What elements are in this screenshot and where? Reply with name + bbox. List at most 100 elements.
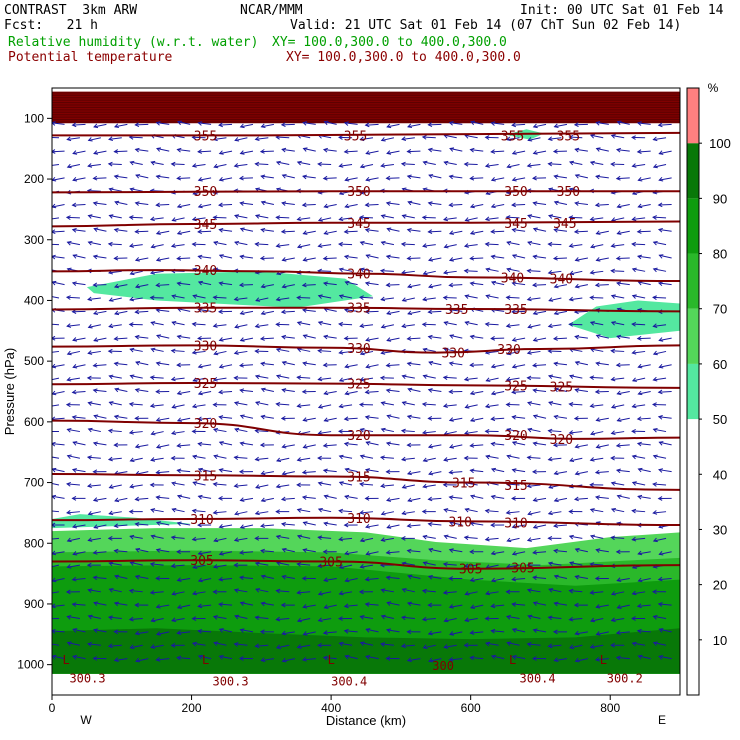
wind-arrow-head <box>527 137 533 142</box>
wind-arrow-head <box>275 588 281 594</box>
wind-arrow-head <box>46 509 50 513</box>
wind-arrow <box>192 217 206 221</box>
wind-arrow <box>150 404 164 407</box>
wind-arrow <box>611 350 625 352</box>
wind-arrow <box>653 511 667 514</box>
wind-arrow-head <box>114 497 120 503</box>
wind-arrow-head <box>379 268 385 274</box>
wind-arrow-head <box>128 430 134 435</box>
colorbar-unit: % <box>708 81 719 95</box>
wind-arrow <box>465 591 478 595</box>
wind-arrow <box>135 631 149 635</box>
wind-arrow-head <box>197 363 203 369</box>
wind-arrow-head <box>511 389 517 395</box>
wind-arrow <box>596 604 609 608</box>
wind-arrow <box>423 484 436 488</box>
wind-arrow-head <box>506 350 512 356</box>
wind-arrow-head <box>401 323 407 329</box>
y-tick-label: 100 <box>24 111 44 125</box>
wind-arrow-head <box>108 297 114 302</box>
wind-arrow <box>549 297 562 302</box>
wind-arrow <box>491 630 505 633</box>
wind-arrow <box>297 618 311 622</box>
wind-arrow <box>386 255 400 259</box>
wind-arrow-head <box>191 349 197 355</box>
wind-arrow-head <box>526 296 532 302</box>
wind-arrow <box>109 511 122 515</box>
wind-arrow <box>318 270 332 272</box>
wind-arrow-head <box>506 163 512 169</box>
wind-arrow-head <box>443 644 449 649</box>
wind-arrow-head <box>407 387 413 393</box>
wind-arrow-head <box>338 241 343 247</box>
wind-arrow-head <box>568 588 574 594</box>
wind-arrow <box>67 428 80 433</box>
wind-arrow <box>554 415 568 419</box>
wind-arrow <box>470 391 484 395</box>
wind-arrow <box>156 204 170 206</box>
wind-arrow-head <box>150 347 156 353</box>
wind-arrow <box>637 150 651 153</box>
wind-arrow-head <box>485 377 491 382</box>
wind-arrow <box>366 441 379 446</box>
wind-arrow <box>282 658 295 662</box>
wind-arrow-head <box>46 617 50 621</box>
wind-arrow-head <box>47 378 51 382</box>
wind-arrow-head <box>296 216 302 222</box>
wind-arrow <box>260 150 274 153</box>
colorbar-band <box>687 419 699 695</box>
wind-arrow-head <box>156 334 162 339</box>
wind-arrow <box>596 444 609 448</box>
wind-arrow-head <box>490 441 496 447</box>
wind-arrow <box>115 388 128 392</box>
wind-arrow-head <box>364 122 370 128</box>
wind-arrow <box>156 444 170 448</box>
wind-arrow-head <box>113 255 119 261</box>
wind-arrow <box>444 244 457 248</box>
wind-arrow-head <box>197 203 203 209</box>
wind-arrow <box>365 282 379 286</box>
wind-arrow <box>219 416 233 419</box>
wind-arrow-head <box>280 229 286 234</box>
wind-arrow <box>653 455 667 459</box>
wind-arrow-head <box>108 214 114 219</box>
wind-arrow-head <box>260 283 266 289</box>
wind-arrow <box>303 257 316 261</box>
wind-arrow <box>297 591 311 594</box>
wind-arrow-head <box>338 508 344 514</box>
wind-arrow-head <box>218 122 223 128</box>
wind-arrow <box>234 456 248 459</box>
wind-arrow <box>52 577 65 582</box>
wind-arrow-head <box>254 374 260 380</box>
wind-arrow <box>575 174 589 179</box>
theta-contour-label: 320 <box>504 429 527 444</box>
wind-arrow <box>401 616 415 620</box>
wind-arrow-head <box>344 654 350 660</box>
wind-arrow-head <box>108 187 114 193</box>
wind-arrow-head <box>259 255 265 261</box>
wind-arrow <box>428 336 442 339</box>
wind-arrow-head <box>254 136 260 142</box>
wind-arrow <box>574 230 588 233</box>
wind-arrow-head <box>108 323 114 329</box>
wind-arrow-head <box>170 642 176 648</box>
wind-arrow-head <box>553 523 558 528</box>
wind-arrow-head <box>254 241 260 247</box>
wind-arrow <box>407 337 421 340</box>
valid-time: Valid: 21 UTC Sat 01 Feb 14 (07 ChT Sun … <box>290 18 682 33</box>
wind-arrow <box>213 296 227 299</box>
wind-arrow <box>533 629 547 633</box>
wind-arrow-head <box>275 322 281 327</box>
wind-arrow-head <box>343 522 349 528</box>
wind-arrow <box>486 268 499 272</box>
wind-arrow-head <box>254 323 260 329</box>
wind-arrow-head <box>427 334 433 340</box>
wind-arrow-head <box>260 361 266 367</box>
wind-arrow <box>52 510 60 513</box>
wind-arrow <box>617 417 630 422</box>
wind-arrow-head <box>239 254 245 260</box>
wind-arrow <box>491 255 505 259</box>
wind-arrow-head <box>134 522 140 527</box>
theta-contour-label: 310 <box>190 513 213 528</box>
